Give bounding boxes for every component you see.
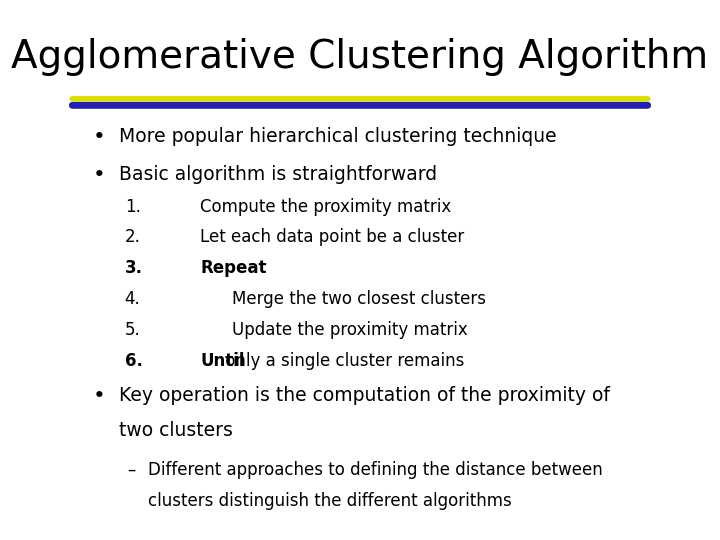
Text: Update the proximity matrix: Update the proximity matrix	[233, 321, 468, 339]
Text: Agglomerative Clustering Algorithm: Agglomerative Clustering Algorithm	[12, 38, 708, 76]
Text: Basic algorithm is straightforward: Basic algorithm is straightforward	[119, 165, 437, 184]
Text: Compute the proximity matrix: Compute the proximity matrix	[200, 198, 451, 215]
Text: More popular hierarchical clustering technique: More popular hierarchical clustering tec…	[119, 127, 557, 146]
Text: Key operation is the computation of the proximity of: Key operation is the computation of the …	[119, 386, 610, 405]
Text: Repeat: Repeat	[200, 259, 266, 277]
Text: •: •	[93, 386, 106, 406]
Text: –: –	[127, 461, 136, 478]
Text: 6.: 6.	[125, 352, 143, 369]
Text: clusters distinguish the different algorithms: clusters distinguish the different algor…	[148, 492, 512, 510]
Text: 2.: 2.	[125, 228, 140, 246]
Text: Until: Until	[200, 352, 245, 369]
Text: •: •	[93, 165, 106, 185]
Text: 4.: 4.	[125, 290, 140, 308]
Text: 3.: 3.	[125, 259, 143, 277]
Text: two clusters: two clusters	[119, 421, 233, 440]
Text: 1.: 1.	[125, 198, 140, 215]
Text: •: •	[93, 127, 106, 147]
Text: 5.: 5.	[125, 321, 140, 339]
Text: Merge the two closest clusters: Merge the two closest clusters	[233, 290, 486, 308]
Text: Different approaches to defining the distance between: Different approaches to defining the dis…	[148, 461, 603, 478]
Text: only a single cluster remains: only a single cluster remains	[220, 352, 464, 369]
Text: Let each data point be a cluster: Let each data point be a cluster	[200, 228, 464, 246]
